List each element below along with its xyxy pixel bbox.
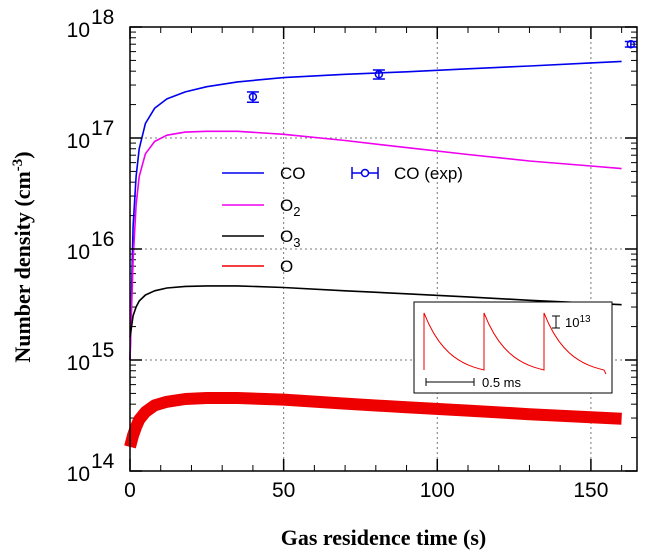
legend-label-o: O	[280, 257, 293, 276]
inset-scale-label: 1013	[565, 314, 591, 330]
y-tick-exponent: 18	[91, 6, 114, 29]
x-tick-label: 50	[272, 479, 295, 502]
y-tick-exponent: 17	[91, 117, 114, 140]
y-tick-exponent: 14	[91, 450, 115, 473]
legend-exp-marker	[360, 168, 370, 178]
inset-sawtooth	[423, 312, 607, 375]
y-tick-label: 10	[67, 463, 90, 486]
y-tick-label: 10	[67, 130, 90, 153]
experimental-point	[626, 39, 636, 49]
series-line-co	[129, 60, 622, 361]
legend-label-o3: O3	[280, 227, 300, 250]
y-tick-exponent: 16	[91, 228, 114, 251]
y-axis-title: Number density (cm-3)	[10, 151, 35, 362]
experimental-point	[248, 92, 258, 102]
y-tick-label: 10	[67, 19, 90, 42]
y-axis-title-text: Number density (cm-3)	[10, 151, 35, 362]
inset-time-label: 0.5 ms	[482, 375, 522, 390]
x-tick-label: 100	[420, 479, 455, 502]
x-tick-label: 150	[573, 479, 608, 502]
y-tick-label: 10	[67, 241, 90, 264]
x-axis-title: Gas residence time (s)	[281, 525, 487, 550]
legend-label-co-exp: CO (exp)	[394, 164, 463, 183]
legend-label-co: CO	[280, 164, 306, 183]
series-line-o3	[129, 285, 622, 338]
experimental-point	[374, 70, 384, 79]
series-line-o2	[129, 130, 622, 361]
series-line-o	[124, 392, 622, 449]
y-tick-label: 10	[67, 352, 90, 375]
x-tick-label: 0	[124, 479, 136, 502]
y-tick-exponent: 15	[91, 339, 114, 362]
legend-label-o2: O2	[280, 196, 300, 219]
inset-frame	[413, 301, 613, 394]
